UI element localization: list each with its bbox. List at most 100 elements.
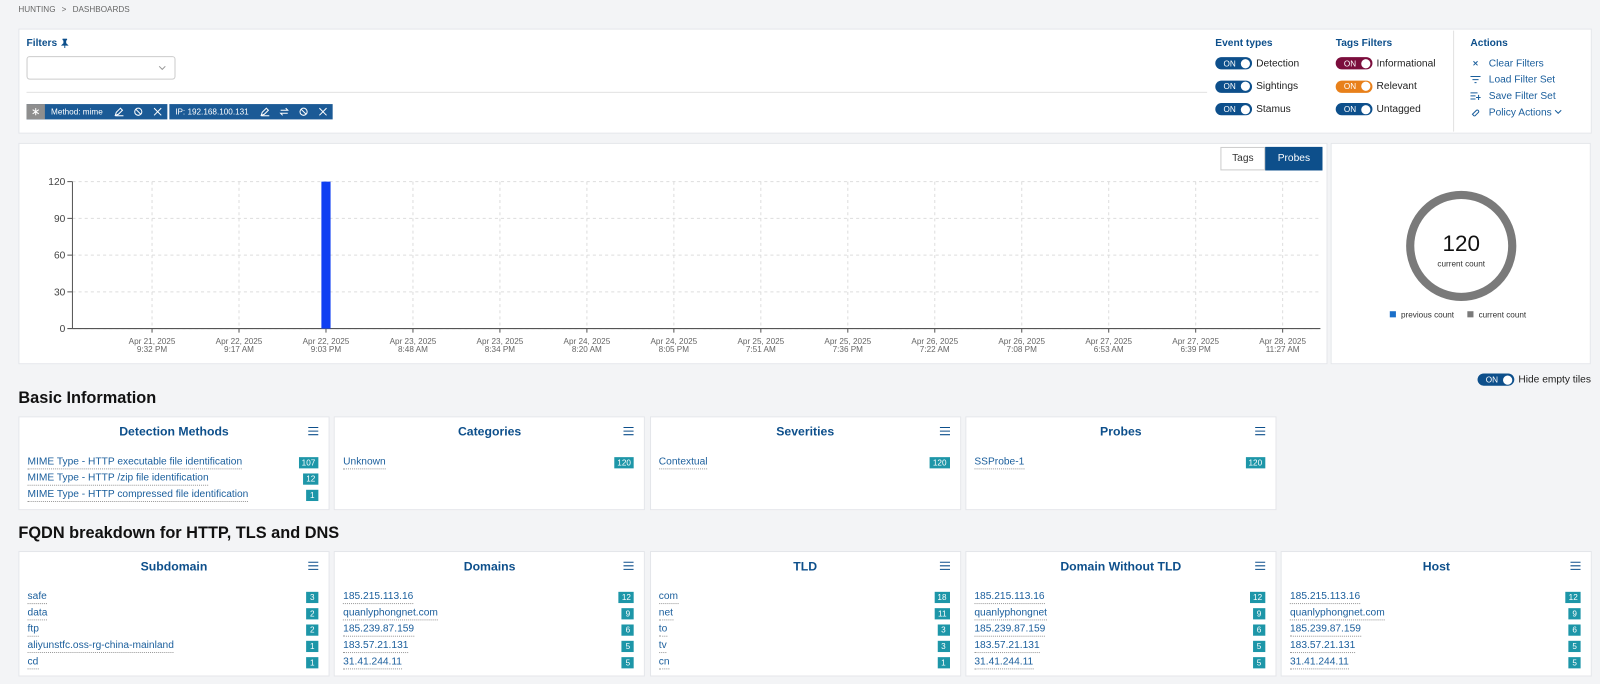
row-count: 9 (1568, 607, 1581, 620)
row-count: 3 (306, 591, 319, 603)
crumb[interactable]: DASHBOARDS (72, 5, 130, 15)
row-label[interactable]: ftp (27, 623, 39, 637)
menu-icon[interactable] (1254, 561, 1266, 570)
filter-icon (1470, 76, 1481, 84)
toggle[interactable]: ON (1335, 103, 1373, 116)
row-label[interactable]: 31.41.244.11 (343, 656, 402, 670)
policy-icon (1471, 109, 1480, 117)
menu-icon[interactable] (308, 427, 319, 436)
row-label[interactable]: SSProbe-1 (974, 456, 1025, 469)
row-label[interactable]: cd (27, 656, 39, 670)
row-label[interactable]: tv (658, 640, 667, 654)
row-count: 12 (1249, 591, 1266, 603)
toggle-button[interactable]: Tags (1220, 146, 1266, 171)
row-label[interactable]: 183.57.21.131 (974, 640, 1040, 654)
row-label[interactable]: 185.215.113.16 (974, 590, 1045, 604)
row-label[interactable]: 185.215.113.16 (343, 590, 414, 604)
row-label[interactable]: data (27, 607, 48, 621)
row-label[interactable]: 183.57.21.131 (343, 640, 409, 654)
row-label[interactable]: net (658, 607, 673, 621)
row-label[interactable]: to (658, 623, 668, 637)
row-label[interactable]: Unknown (343, 456, 386, 469)
x-tick-label: Apr 25, 2025 (824, 337, 871, 346)
row-label[interactable]: quanlyphongnet (974, 607, 1048, 621)
toggle-state: ON (1223, 81, 1236, 91)
toggle[interactable]: ON (1215, 57, 1253, 70)
row-count: 3 (937, 640, 950, 653)
row-label[interactable]: 185.239.87.159 (1289, 623, 1361, 637)
row-label[interactable]: com (658, 590, 679, 604)
action-label[interactable]: Load Filter Set (1488, 73, 1556, 86)
row-label[interactable]: 31.41.244.11 (974, 656, 1034, 670)
x-tick-label: 6:39 PM (1180, 345, 1211, 354)
tile-row: 185.215.113.16 12 (974, 590, 1266, 604)
row-label[interactable]: Contextual (658, 456, 708, 469)
toggle-button[interactable]: Probes (1265, 146, 1323, 171)
menu-icon[interactable] (623, 427, 634, 436)
center-label: current count (1437, 259, 1485, 268)
action[interactable]: Clear Filters (1470, 55, 1562, 71)
tile-row: com 18 (658, 590, 950, 604)
x-tick-label: 9:03 PM (311, 345, 342, 354)
tile: Probes SSProbe-1 120 (965, 416, 1277, 511)
swap-icon[interactable] (279, 107, 289, 116)
remove-icon[interactable] (318, 107, 327, 116)
action[interactable]: Load Filter Set (1470, 71, 1562, 87)
x-tick-label: Apr 27, 2025 (1085, 337, 1132, 346)
row-count: 5 (621, 640, 634, 653)
action-label[interactable]: Clear Filters (1488, 57, 1544, 69)
tile-title: Categories (457, 424, 522, 439)
row-label[interactable]: 183.57.21.131 (1289, 640, 1356, 654)
wildcard-icon[interactable] (26, 104, 45, 120)
negate-icon[interactable] (299, 107, 308, 116)
negate-icon[interactable] (133, 107, 143, 116)
tile: TLD com 18 net 11 to 3 tv 3 cn 1 (649, 551, 961, 677)
legend-swatch (1389, 311, 1396, 318)
x-tick-label: Apr 22, 2025 (303, 337, 350, 346)
menu-icon[interactable] (623, 561, 634, 570)
menu-lines (308, 561, 319, 570)
row-label[interactable]: quanlyphongnet.com (343, 607, 438, 621)
row-label[interactable]: cn (658, 656, 670, 670)
row-label[interactable]: 185.239.87.159 (974, 623, 1046, 637)
menu-icon[interactable] (1254, 427, 1266, 436)
action-label[interactable]: Policy Actions (1488, 106, 1552, 118)
edit-icon[interactable] (114, 107, 124, 117)
row-label[interactable]: MIME Type - HTTP /zip file identificatio… (27, 472, 209, 486)
tile-row: MIME Type - HTTP executable file identif… (27, 455, 319, 469)
action-label[interactable]: Save Filter Set (1488, 90, 1556, 102)
edit-icon[interactable] (260, 107, 270, 117)
clear-icon (1473, 60, 1478, 66)
tags-filters-title: Tags Filters (1335, 37, 1393, 49)
row-label[interactable]: MIME Type - HTTP executable file identif… (27, 456, 243, 469)
toggle[interactable]: ON (1477, 373, 1515, 386)
toggle[interactable]: ON (1215, 103, 1253, 116)
row-label[interactable]: aliyunstfc.oss-rg-china-mainland (27, 640, 174, 654)
row-label[interactable]: 185.215.113.16 (1289, 590, 1361, 604)
toggle[interactable]: ON (1335, 57, 1373, 70)
row-label[interactable]: MIME Type - HTTP compressed file identif… (27, 489, 249, 502)
row-label[interactable]: 31.41.244.11 (1289, 656, 1349, 670)
pin-icon[interactable] (60, 38, 69, 48)
row-label[interactable]: safe (27, 590, 47, 604)
menu-icon[interactable] (308, 561, 319, 570)
remove-icon[interactable] (153, 107, 162, 116)
menu-icon[interactable] (939, 561, 950, 570)
toggle[interactable]: ON (1215, 80, 1253, 93)
action[interactable]: Policy Actions (1470, 104, 1562, 120)
tile: Categories Unknown 120 (333, 416, 646, 511)
tile-row: MIME Type - HTTP compressed file identif… (27, 488, 319, 502)
row-label[interactable]: 185.239.87.159 (343, 623, 415, 637)
action[interactable]: Save Filter Set (1470, 88, 1562, 104)
crumb[interactable]: HUNTING (18, 5, 56, 15)
tile-row: MIME Type - HTTP /zip file identificatio… (27, 472, 319, 486)
row-count: 12 (1565, 591, 1581, 603)
menu-icon[interactable] (1570, 561, 1581, 570)
x-tick-label: Apr 28, 2025 (1259, 337, 1306, 346)
toggle[interactable]: ON (1335, 80, 1373, 93)
row-label[interactable]: quanlyphongnet.com (1289, 607, 1385, 621)
menu-icon[interactable] (939, 427, 950, 436)
filter-select[interactable] (26, 56, 176, 80)
tile-title: Subdomain (140, 559, 208, 574)
y-tick-label: 0 (60, 324, 66, 335)
